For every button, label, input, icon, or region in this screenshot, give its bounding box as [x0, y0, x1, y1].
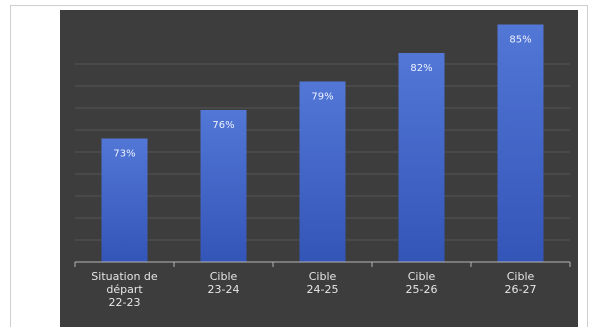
x-axis [74, 261, 571, 267]
bar-1 [101, 138, 148, 262]
data-label-4: 82% [410, 63, 432, 74]
data-label-2: 76% [212, 120, 234, 131]
category-label-4: Cible 25-26 [406, 270, 438, 296]
category-labels: Situation de départ 22-23 Cible 23-24 Cible 24… [91, 270, 536, 309]
category-label-3: Cible 24-25 [307, 270, 339, 296]
bar-3 [299, 81, 346, 262]
data-label-1: 73% [113, 149, 135, 160]
category-label-5: Cible 26-27 [505, 270, 537, 296]
bar-5 [497, 24, 544, 262]
bar-chart: 73% 76% 79% 82% 85% Situation de départ 22-23 C… [60, 10, 578, 327]
category-label-2: Cible 23-24 [208, 270, 240, 296]
bar-4 [398, 53, 445, 262]
bar-2 [200, 110, 247, 262]
category-label-1: Situation de départ 22-23 [91, 270, 158, 309]
data-label-5: 85% [509, 35, 531, 46]
data-label-3: 79% [311, 92, 333, 103]
bars: 73% 76% 79% 82% 85% [101, 24, 544, 262]
